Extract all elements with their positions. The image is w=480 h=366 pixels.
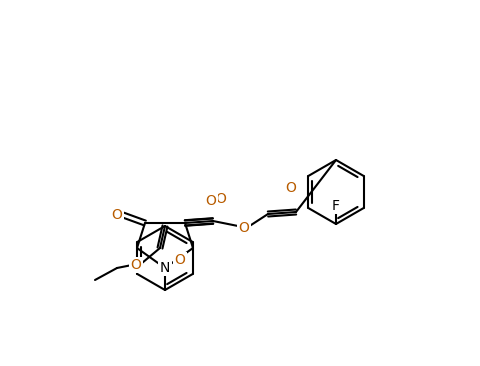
Text: O: O xyxy=(215,192,226,206)
Text: N: N xyxy=(159,261,170,275)
Text: F: F xyxy=(331,199,339,213)
Text: O: O xyxy=(205,194,216,208)
Text: O: O xyxy=(174,253,185,267)
Text: O: O xyxy=(238,221,249,235)
Text: O: O xyxy=(111,208,122,222)
Text: O: O xyxy=(130,258,141,272)
Text: O: O xyxy=(285,181,296,195)
